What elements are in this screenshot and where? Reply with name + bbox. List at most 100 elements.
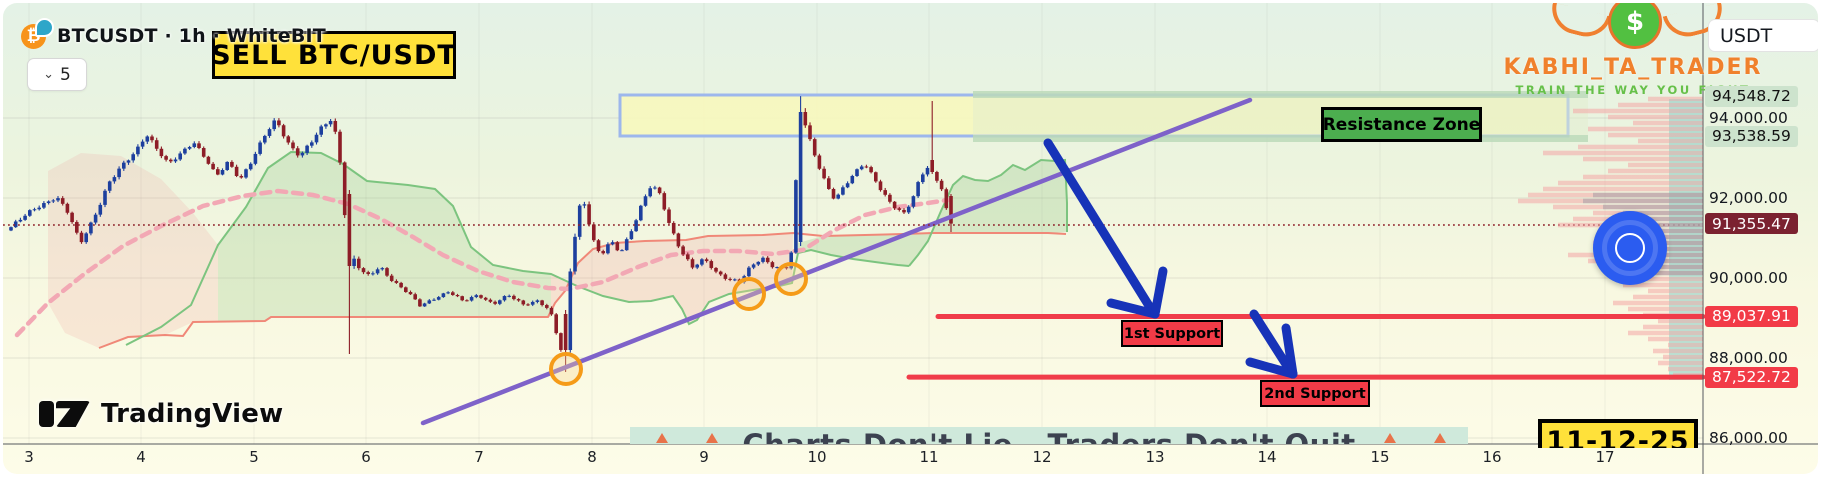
candle[interactable] [103, 190, 107, 205]
candle[interactable] [582, 204, 587, 206]
candle[interactable] [615, 242, 620, 251]
candle[interactable] [686, 254, 690, 260]
candle[interactable] [319, 126, 323, 135]
candle[interactable] [657, 187, 662, 194]
tradingview-logo[interactable]: TradingView [39, 399, 283, 429]
candle[interactable] [648, 188, 652, 197]
candle[interactable] [751, 264, 756, 268]
candle[interactable] [483, 297, 488, 300]
candle[interactable] [822, 168, 826, 179]
candle[interactable] [906, 206, 911, 213]
candle[interactable] [559, 333, 563, 350]
candle[interactable] [921, 174, 925, 183]
candle[interactable] [446, 292, 450, 294]
candle[interactable] [620, 250, 624, 252]
candle[interactable] [831, 188, 836, 199]
candle[interactable] [634, 220, 638, 232]
support2-label[interactable]: 2nd Support [1260, 380, 1370, 407]
candle[interactable] [272, 120, 276, 130]
candle[interactable] [455, 295, 460, 297]
candle[interactable] [159, 148, 164, 157]
candle[interactable] [624, 239, 629, 251]
candle[interactable] [441, 293, 446, 298]
candle[interactable] [878, 181, 883, 191]
candle[interactable] [897, 208, 902, 210]
candle[interactable] [201, 148, 206, 157]
candle[interactable] [775, 267, 779, 269]
interval-button[interactable]: ⌄ 5 [27, 58, 87, 91]
candle[interactable] [761, 257, 765, 262]
candle[interactable] [502, 296, 507, 301]
candle[interactable] [784, 266, 789, 269]
candle[interactable] [314, 134, 319, 143]
candle[interactable] [70, 212, 74, 223]
candle[interactable] [639, 205, 643, 221]
candle[interactable] [723, 274, 728, 279]
candle[interactable] [549, 307, 554, 315]
candle[interactable] [60, 198, 65, 204]
candle[interactable] [939, 180, 944, 190]
candle[interactable] [690, 259, 695, 268]
candle[interactable] [653, 187, 657, 189]
candle[interactable] [479, 295, 483, 298]
candle[interactable] [817, 155, 822, 169]
candle[interactable] [107, 181, 112, 191]
candle[interactable] [770, 262, 775, 268]
candle[interactable] [662, 193, 667, 210]
candle[interactable] [540, 300, 544, 306]
candle[interactable] [234, 166, 239, 176]
candle[interactable] [841, 187, 845, 195]
candle[interactable] [366, 272, 370, 274]
candle[interactable] [728, 278, 732, 280]
candle[interactable] [488, 299, 493, 302]
currency-unit-box[interactable]: USDT [1708, 19, 1818, 52]
candle[interactable] [324, 124, 328, 127]
candle[interactable] [718, 271, 723, 275]
candle[interactable] [380, 268, 385, 270]
candle[interactable] [244, 169, 248, 178]
sell-banner[interactable]: SELL BTC/USDT [211, 31, 456, 79]
candle[interactable] [563, 314, 568, 350]
candle[interactable] [216, 169, 220, 175]
candle[interactable] [230, 161, 234, 167]
candle[interactable] [375, 269, 380, 274]
candle[interactable] [465, 300, 469, 302]
candle[interactable] [545, 305, 549, 308]
candle[interactable] [460, 296, 464, 301]
candle[interactable] [451, 292, 455, 296]
candle[interactable] [601, 251, 605, 254]
candle[interactable] [794, 180, 798, 253]
candle[interactable] [75, 222, 79, 233]
candle[interactable] [211, 163, 215, 170]
candle[interactable] [18, 219, 23, 222]
candle[interactable] [709, 261, 714, 268]
candle[interactable] [888, 194, 892, 202]
candle[interactable] [305, 145, 309, 153]
candle[interactable] [187, 146, 192, 149]
candle[interactable] [154, 140, 159, 149]
candle[interactable] [418, 299, 422, 307]
candle[interactable] [756, 261, 761, 265]
candle[interactable] [902, 209, 906, 213]
candle[interactable] [493, 301, 497, 304]
candle[interactable] [700, 259, 704, 265]
candle[interactable] [404, 287, 408, 293]
candle[interactable] [827, 178, 831, 189]
candle[interactable] [361, 268, 366, 273]
candle[interactable] [220, 169, 225, 175]
candle[interactable] [286, 136, 291, 143]
candle[interactable] [248, 163, 253, 170]
candle[interactable] [765, 257, 770, 263]
candle[interactable] [51, 200, 56, 202]
candle[interactable] [812, 139, 817, 156]
candle[interactable] [65, 203, 70, 213]
candle[interactable] [554, 314, 558, 334]
candle[interactable] [126, 160, 131, 163]
candle[interactable] [845, 183, 850, 188]
candle[interactable] [206, 156, 211, 164]
candle[interactable] [568, 271, 573, 350]
candle[interactable] [803, 112, 808, 126]
candle[interactable] [850, 175, 855, 184]
candle[interactable] [258, 142, 262, 154]
candle[interactable] [192, 143, 197, 147]
